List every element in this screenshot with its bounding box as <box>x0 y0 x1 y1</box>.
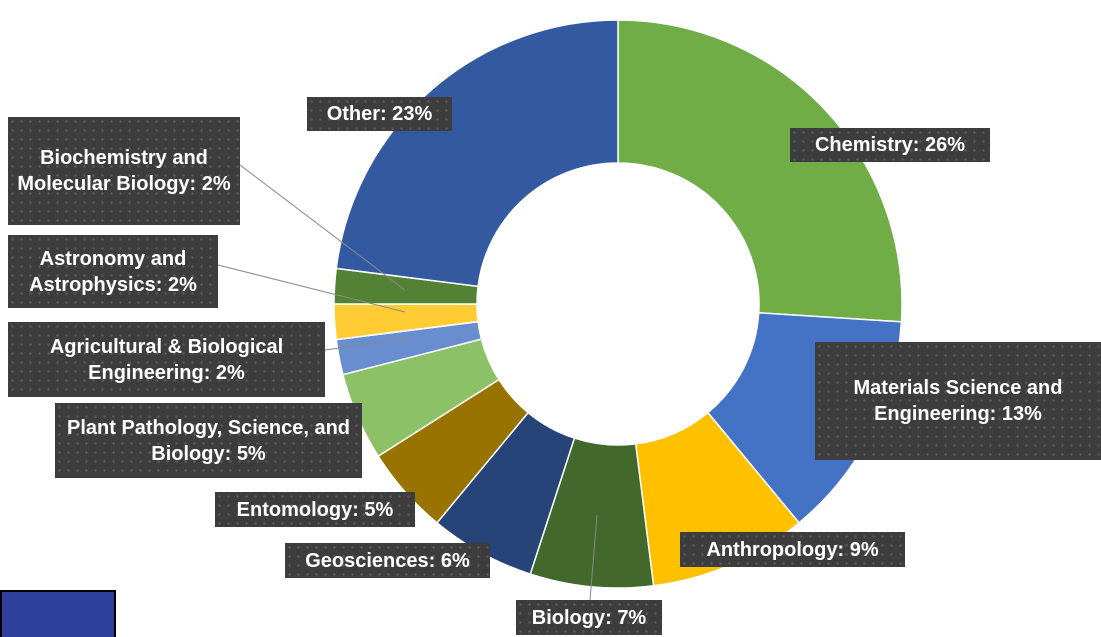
data-label: Biochemistry and Molecular Biology: 2% <box>8 117 240 225</box>
leader-line <box>589 514 598 601</box>
donut-segment <box>335 19 619 288</box>
leader-line <box>217 264 406 313</box>
corner-box <box>0 590 116 637</box>
leader-line <box>324 337 411 351</box>
leader-line <box>239 164 406 291</box>
data-label: Agricultural & Biological Engineering: 2… <box>8 322 325 397</box>
data-label: Chemistry: 26% <box>790 128 990 162</box>
data-label: Entomology: 5% <box>215 492 415 527</box>
data-label: Other: 23% <box>307 97 452 131</box>
data-label: Astronomy and Astrophysics: 2% <box>8 235 218 308</box>
donut-segment <box>617 19 903 323</box>
data-label: Geosciences: 6% <box>285 543 490 578</box>
data-label: Plant Pathology, Science, and Biology: 5… <box>55 403 362 478</box>
data-label: Biology: 7% <box>516 600 662 635</box>
data-label: Materials Science and Engineering: 13% <box>815 342 1101 460</box>
data-label: Anthropology: 9% <box>680 532 905 567</box>
